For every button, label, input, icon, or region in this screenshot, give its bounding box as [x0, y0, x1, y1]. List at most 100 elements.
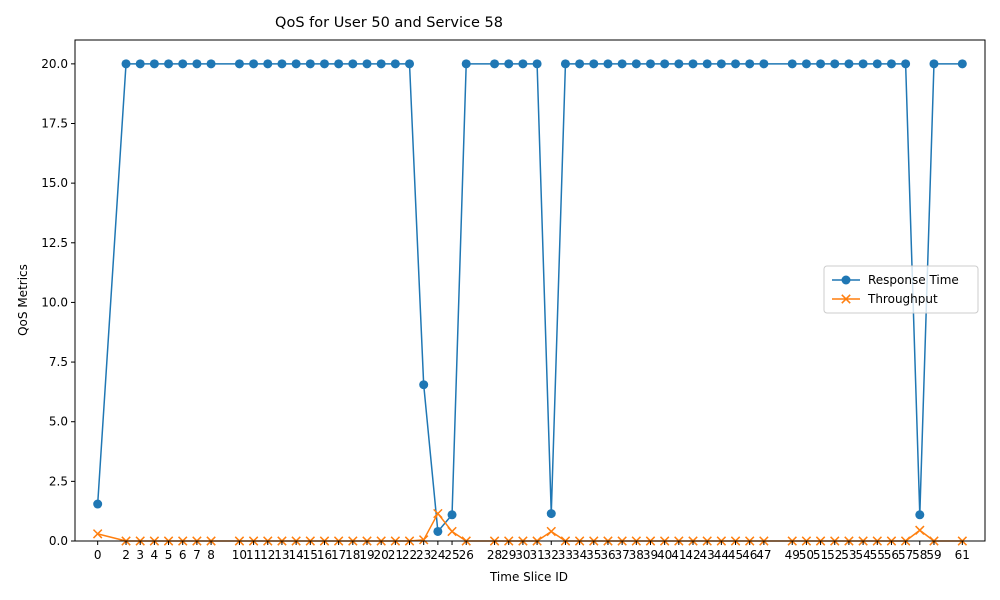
data-point — [731, 59, 741, 69]
x-tick-label: 52 — [827, 548, 842, 562]
x-tick-label: 59 — [926, 548, 941, 562]
x-tick-label: 26 — [459, 548, 474, 562]
data-point — [688, 59, 698, 69]
data-point — [787, 59, 797, 69]
x-tick-label: 25 — [444, 548, 459, 562]
x-tick-label: 10 — [232, 548, 247, 562]
x-tick-label: 53 — [841, 548, 856, 562]
legend-marker — [841, 275, 851, 285]
x-tick-label: 21 — [388, 548, 403, 562]
x-tick-label: 16 — [317, 548, 332, 562]
data-point — [433, 526, 443, 536]
data-point — [376, 59, 386, 69]
x-tick-label: 6 — [179, 548, 187, 562]
data-point — [915, 510, 925, 520]
data-point — [745, 59, 755, 69]
data-point — [490, 59, 500, 69]
data-point — [645, 59, 655, 69]
x-tick-label: 44 — [714, 548, 729, 562]
data-point — [830, 59, 840, 69]
x-tick-label: 18 — [345, 548, 360, 562]
x-tick-label: 3 — [136, 548, 144, 562]
data-point — [759, 59, 769, 69]
y-tick-label: 7.5 — [49, 355, 68, 369]
x-tick-label: 33 — [558, 548, 573, 562]
legend-marker — [841, 294, 851, 304]
x-tick-label: 0 — [94, 548, 102, 562]
y-tick-label: 0.0 — [49, 534, 68, 548]
x-axis-title: Time Slice ID — [489, 570, 568, 584]
x-tick-label: 49 — [785, 548, 800, 562]
x-tick-label: 32 — [544, 548, 559, 562]
x-tick-label: 57 — [898, 548, 913, 562]
data-point — [319, 59, 329, 69]
y-tick-label: 17.5 — [41, 117, 68, 131]
data-point — [334, 59, 344, 69]
y-tick-label: 20.0 — [41, 57, 68, 71]
x-tick-label: 22 — [402, 548, 417, 562]
plot-frame — [74, 39, 986, 542]
x-tick-label: 24 — [430, 548, 445, 562]
data-point — [915, 525, 925, 535]
y-tick-label: 15.0 — [41, 176, 68, 190]
axes: 0 2 3 4 5 6 7 8 10111213141516171819202122232425… — [41, 39, 986, 562]
data-point — [957, 59, 967, 69]
x-tick-label: 31 — [529, 548, 544, 562]
data-point — [603, 59, 613, 69]
x-tick-label: 8 — [207, 548, 215, 562]
data-point — [192, 59, 202, 69]
chart-title: QoS for User 50 and Service 58 — [275, 15, 503, 31]
x-axis: 0 2 3 4 5 6 7 8 10111213141516171819202122232425… — [94, 541, 970, 562]
x-tick-label: 11 — [246, 548, 261, 562]
series-line — [97, 512, 963, 542]
data-point — [801, 59, 811, 69]
data-point — [461, 59, 471, 69]
data-point — [447, 510, 457, 520]
x-tick-label: 45 — [728, 548, 743, 562]
x-tick-label: 36 — [600, 548, 615, 562]
x-tick-label: 58 — [912, 548, 927, 562]
data-point — [418, 535, 429, 545]
data-point — [858, 59, 868, 69]
x-tick-label: 2 — [122, 548, 130, 562]
data-point — [844, 59, 854, 69]
x-tick-label: 37 — [614, 548, 629, 562]
x-tick-label: 54 — [855, 548, 870, 562]
data-point — [263, 59, 273, 69]
data-point — [277, 59, 287, 69]
data-point — [589, 59, 599, 69]
data-point — [121, 59, 131, 69]
x-tick-label: 30 — [515, 548, 530, 562]
legend-item: Throughput — [832, 292, 938, 306]
data-point — [716, 59, 726, 69]
x-tick-label: 56 — [884, 548, 899, 562]
data-point — [660, 59, 670, 69]
series-2 — [92, 508, 968, 546]
data-point — [433, 508, 443, 519]
x-tick-label: 47 — [756, 548, 771, 562]
legend-label: Throughput — [867, 292, 938, 306]
data-point — [206, 59, 216, 69]
data-point — [575, 59, 585, 69]
x-tick-label: 35 — [586, 548, 601, 562]
x-tick-label: 23 — [416, 548, 431, 562]
data-point — [929, 59, 939, 69]
data-point — [532, 59, 542, 69]
data-point — [291, 59, 301, 69]
data-point — [560, 59, 570, 69]
y-tick-label: 5.0 — [49, 415, 68, 429]
data-point — [886, 59, 896, 69]
x-tick-label: 40 — [657, 548, 672, 562]
legend-box — [823, 265, 979, 314]
legend-item: Response Time — [832, 273, 959, 287]
x-tick-label: 39 — [643, 548, 658, 562]
x-tick-label: 29 — [501, 548, 516, 562]
data-point — [631, 59, 641, 69]
data-point — [164, 59, 174, 69]
x-tick-label: 51 — [813, 548, 828, 562]
x-tick-label: 7 — [193, 548, 201, 562]
x-tick-label: 12 — [260, 548, 275, 562]
x-tick-label: 5 — [165, 548, 173, 562]
data-point — [617, 59, 627, 69]
